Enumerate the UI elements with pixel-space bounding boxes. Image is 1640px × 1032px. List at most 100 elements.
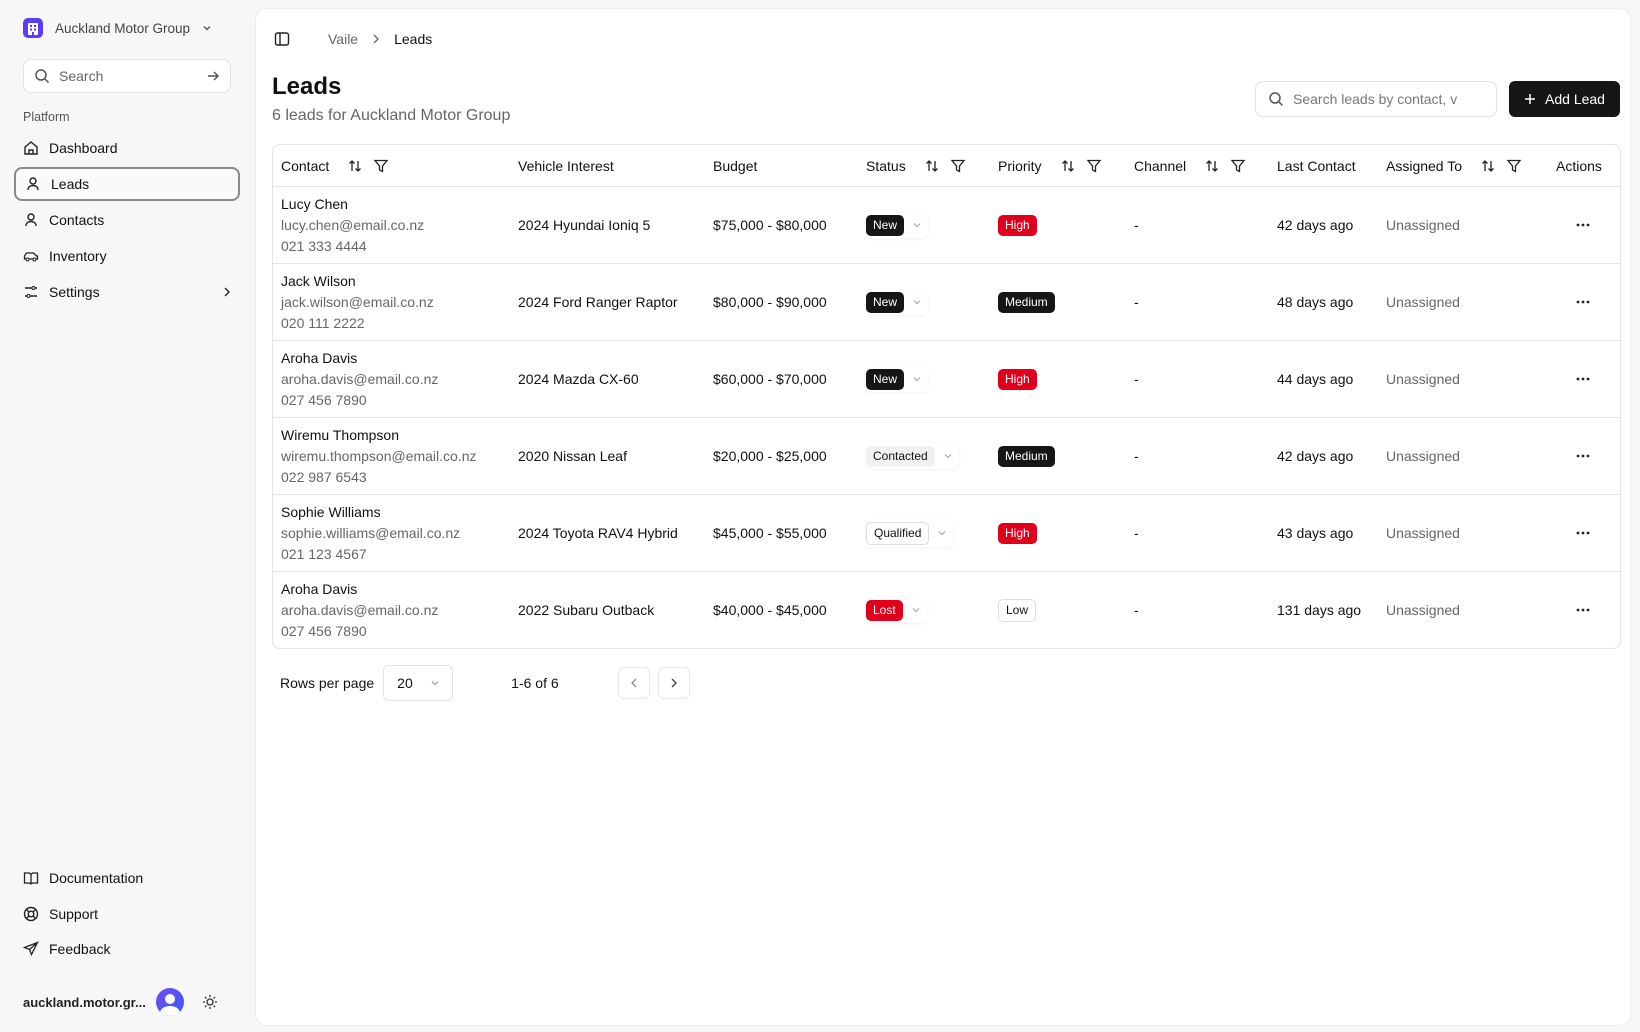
sort-icon[interactable] — [1204, 158, 1220, 174]
sidebar-item-leads[interactable]: Leads — [14, 167, 240, 201]
contact-email: wiremu.thompson@email.co.nz — [281, 447, 477, 464]
plus-icon — [1524, 93, 1536, 105]
next-page-button[interactable] — [658, 667, 691, 699]
more-actions-icon[interactable] — [1576, 454, 1590, 458]
priority-badge: High — [998, 368, 1037, 390]
sidebar-item-label: Documentation — [49, 870, 144, 886]
sidebar-item-support[interactable]: Support — [14, 897, 240, 931]
table-row[interactable]: Jack Wilson jack.wilson@email.co.nz 020 11… — [273, 263, 1620, 340]
search-placeholder: Search — [59, 68, 104, 84]
chevron-right-icon — [372, 34, 380, 44]
last-contact-cell: 43 days ago — [1277, 525, 1354, 541]
contact-email: lucy.chen@email.co.nz — [281, 216, 425, 233]
status-cell: Contacted — [858, 444, 990, 469]
column-label: Status — [866, 157, 906, 174]
more-actions-icon[interactable] — [1576, 377, 1590, 381]
avatar[interactable] — [155, 988, 184, 1016]
contact-cell: Aroha Davis aroha.davis@email.co.nz 027 45… — [273, 349, 510, 410]
table-row[interactable]: Wiremu Thompson wiremu.thompson@email.co.… — [273, 417, 1620, 494]
more-actions-icon[interactable] — [1576, 608, 1590, 612]
sort-icon[interactable] — [1480, 158, 1496, 174]
contact-name: Jack Wilson — [281, 272, 356, 289]
more-actions-icon[interactable] — [1576, 531, 1590, 535]
breadcrumb-leads: Leads — [394, 31, 433, 47]
sidebar-item-contacts[interactable]: Contacts — [14, 203, 240, 237]
leads-search-input[interactable]: Search leads by contact, v — [1255, 81, 1497, 117]
actions-cell — [1548, 454, 1620, 458]
sidebar-item-documentation[interactable]: Documentation — [14, 861, 240, 895]
filter-icon[interactable] — [1086, 158, 1102, 174]
sidebar-toggle-icon[interactable] — [274, 31, 290, 47]
chevron-down-icon — [912, 297, 922, 307]
status-badge: New — [866, 214, 905, 236]
vehicle-cell: 2024 Ford Ranger Raptor — [518, 294, 678, 310]
contact-phone: 021 333 4444 — [281, 237, 367, 254]
contact-email: jack.wilson@email.co.nz — [281, 293, 434, 310]
sidebar-search[interactable]: Search — [23, 59, 231, 93]
org-name: Auckland Motor Group — [55, 20, 191, 36]
arrow-right-icon[interactable] — [206, 69, 220, 83]
priority-cell: Medium — [990, 291, 1126, 313]
column-header: Channel — [1126, 158, 1269, 174]
filter-icon[interactable] — [1506, 158, 1522, 174]
status-select[interactable]: New — [866, 290, 928, 315]
sidebar-item-inventory[interactable]: Inventory — [14, 239, 240, 273]
column-header: Vehicle Interest — [510, 158, 705, 174]
prev-page-button[interactable] — [618, 667, 651, 699]
status-select[interactable]: Lost — [866, 598, 927, 623]
pagination: Rows per page 20 1-6 of 6 — [280, 665, 698, 701]
status-select[interactable]: New — [866, 367, 928, 392]
sidebar-item-settings[interactable]: Settings — [14, 275, 240, 309]
actions-cell — [1548, 531, 1620, 535]
filter-icon[interactable] — [373, 158, 389, 174]
rows-per-page-label: Rows per page — [280, 675, 375, 691]
sidebar-item-dashboard[interactable]: Dashboard — [14, 131, 240, 165]
more-actions-icon[interactable] — [1576, 300, 1590, 304]
sun-icon[interactable] — [202, 994, 218, 1010]
chevron-down-icon — [912, 220, 922, 230]
priority-badge: Medium — [998, 445, 1055, 467]
user-menu[interactable]: auckland.motor.gr... — [23, 988, 218, 1016]
sidebar-item-label: Support — [49, 906, 99, 922]
column-label: Channel — [1134, 157, 1187, 174]
section-label: Platform — [23, 110, 70, 124]
leads-table: Contact Vehicle Interest Budget Status Prior… — [272, 144, 1621, 649]
table-row[interactable]: Aroha Davis aroha.davis@email.co.nz 027 45… — [273, 340, 1620, 417]
column-label: Budget — [713, 157, 758, 174]
rows-per-page-select[interactable]: 20 — [383, 665, 454, 701]
status-badge: Lost — [866, 599, 903, 621]
sidebar-item-feedback[interactable]: Feedback — [14, 932, 240, 966]
filter-icon[interactable] — [1230, 158, 1246, 174]
table-row[interactable]: Sophie Williams sophie.williams@email.co.… — [273, 494, 1620, 571]
sort-icon[interactable] — [924, 158, 940, 174]
column-header: Assigned To — [1378, 158, 1548, 174]
filter-icon[interactable] — [950, 158, 966, 174]
sort-icon[interactable] — [1060, 158, 1076, 174]
contact-phone: 020 111 2222 — [281, 314, 365, 331]
status-select[interactable]: New — [866, 213, 928, 238]
chevron-down-icon — [911, 605, 921, 615]
contact-phone: 027 456 7890 — [281, 622, 367, 639]
page-subtitle: 6 leads for Auckland Motor Group — [272, 107, 511, 124]
search-icon — [34, 68, 50, 84]
chevron-down-icon — [937, 528, 947, 538]
chevron-right-icon[interactable] — [223, 287, 231, 297]
priority-badge: High — [998, 214, 1037, 236]
column-label: Last Contact — [1277, 157, 1356, 174]
sort-icon[interactable] — [347, 158, 363, 174]
status-select[interactable]: Qualified — [866, 520, 953, 547]
status-cell: New — [858, 290, 990, 315]
org-switcher[interactable]: Auckland Motor Group — [23, 18, 212, 38]
add-lead-button[interactable]: Add Lead — [1509, 81, 1620, 117]
chevron-down-icon — [912, 374, 922, 384]
more-actions-icon[interactable] — [1576, 223, 1590, 227]
status-badge: New — [866, 368, 905, 390]
status-select[interactable]: Contacted — [866, 444, 959, 469]
status-badge: New — [866, 291, 905, 313]
assigned-cell: Unassigned — [1386, 525, 1460, 541]
breadcrumb-vaile[interactable]: Vaile — [328, 31, 359, 47]
contact-name: Wiremu Thompson — [281, 426, 400, 443]
table-row[interactable]: Aroha Davis aroha.davis@email.co.nz 027 45… — [273, 571, 1620, 648]
budget-cell: $60,000 - $70,000 — [713, 371, 827, 387]
table-row[interactable]: Lucy Chen lucy.chen@email.co.nz 021 333 44… — [273, 186, 1620, 263]
